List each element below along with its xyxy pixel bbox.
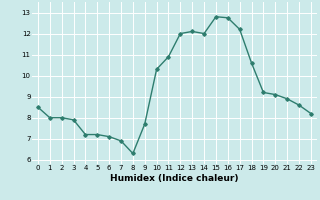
X-axis label: Humidex (Indice chaleur): Humidex (Indice chaleur) — [110, 174, 239, 183]
